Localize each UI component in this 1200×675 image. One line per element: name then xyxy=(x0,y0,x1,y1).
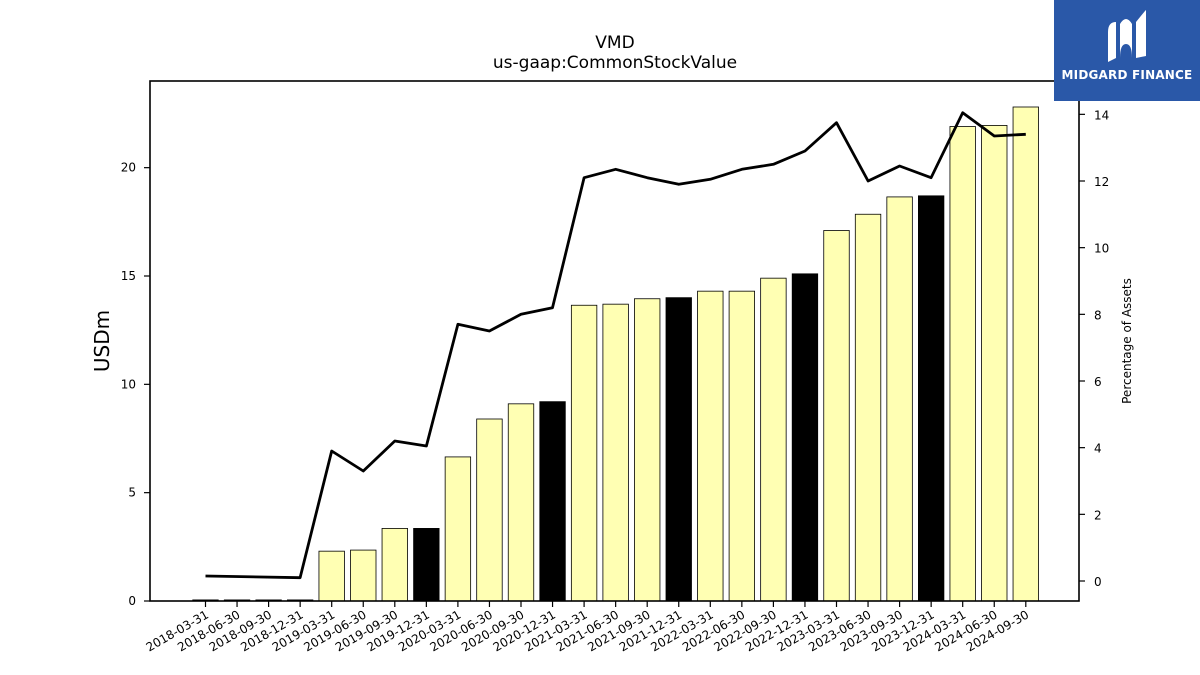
y2-tick-label-0: 0 xyxy=(1094,575,1102,589)
y-tick-label-15: 15 xyxy=(121,269,136,283)
y2-tick-label-10: 10 xyxy=(1094,242,1109,256)
bar-2019-06-30 xyxy=(350,549,377,602)
bar-2023-09-30 xyxy=(886,196,913,602)
bar-2024-03-31 xyxy=(949,126,976,602)
y2-tick-label-6: 6 xyxy=(1094,375,1102,389)
chart-title: VMD xyxy=(595,33,634,53)
bar-2020-12-31 xyxy=(539,401,566,602)
bar-2021-03-31 xyxy=(570,304,598,602)
y-tick-label-10: 10 xyxy=(121,377,136,391)
bar-2021-06-30 xyxy=(602,303,629,602)
bar-2020-09-30 xyxy=(507,403,535,602)
y-tick-label-0: 0 xyxy=(128,594,136,608)
bar-2024-06-30 xyxy=(981,125,1008,602)
logo-text: MIDGARD FINANCE xyxy=(1061,68,1193,82)
bar-2019-09-30 xyxy=(381,528,408,602)
bar-2023-03-31 xyxy=(823,230,850,602)
y-tick-label-5: 5 xyxy=(128,486,136,500)
plot-frame xyxy=(149,80,1080,602)
y2-tick-label-14: 14 xyxy=(1094,108,1109,122)
bar-2022-03-31 xyxy=(697,290,724,602)
y2-tick-label-2: 2 xyxy=(1094,508,1102,522)
bar-2021-12-31 xyxy=(665,297,692,602)
y2-tick-label-8: 8 xyxy=(1094,308,1102,322)
bar-2020-06-30 xyxy=(476,418,503,602)
bar-2021-09-30 xyxy=(634,298,661,602)
bar-2023-12-31 xyxy=(918,195,945,602)
bar-2022-09-30 xyxy=(760,277,787,602)
percentage-of-assets-line xyxy=(205,111,1026,580)
bar-2023-06-30 xyxy=(854,213,882,602)
y-axis-label: USDm xyxy=(90,310,114,372)
midgard-logo-icon xyxy=(1108,10,1146,62)
midgard-finance-logo: MIDGARD FINANCE xyxy=(1054,0,1200,101)
bar-2019-12-31 xyxy=(413,528,440,602)
y-tick-label-20: 20 xyxy=(121,161,136,175)
bar-2020-03-31 xyxy=(444,456,472,602)
y2-tick-label-12: 12 xyxy=(1094,175,1109,189)
bar-2022-12-31 xyxy=(791,273,819,602)
bar-2024-09-30 xyxy=(1012,106,1039,602)
bar-2022-06-30 xyxy=(728,290,755,602)
bar-2019-03-31 xyxy=(318,550,345,602)
chart-subtitle: us-gaap:CommonStockValue xyxy=(493,53,737,73)
y2-axis-label: Percentage of Assets xyxy=(1120,278,1134,404)
y2-tick-label-4: 4 xyxy=(1094,442,1102,456)
